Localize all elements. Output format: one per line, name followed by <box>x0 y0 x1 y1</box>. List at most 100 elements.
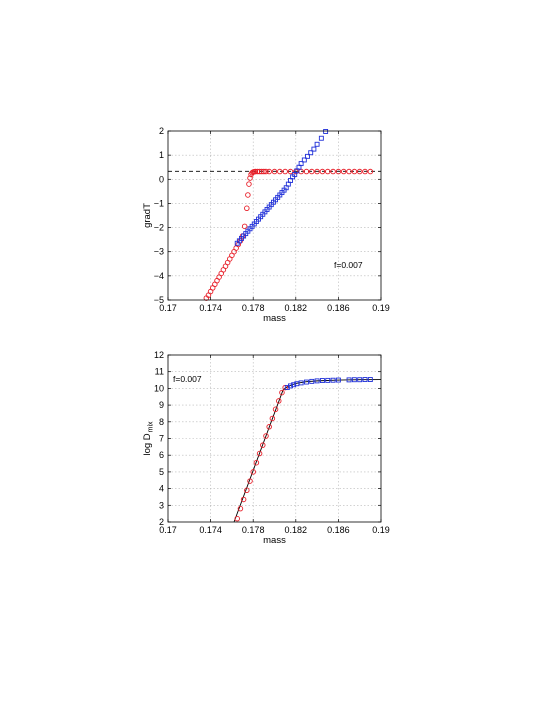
data-point-circle <box>266 168 272 175</box>
data-point-circle <box>356 168 363 175</box>
series-blue-squares <box>234 129 329 246</box>
plot-frame <box>167 130 382 301</box>
gradT-chart: 0.17 0.174 0.178 0.182 0.186 0.19 −5 −4 −3 −2 −1 0 1… <box>142 126 390 324</box>
data-point-square <box>288 383 293 389</box>
data-point-square <box>308 150 314 156</box>
y-axis-label: log Dmix <box>142 421 155 456</box>
y-axis-label: gradT <box>142 203 153 228</box>
data-point-circle <box>335 168 342 175</box>
y-tick-label: −2 <box>154 223 164 233</box>
data-point-circle <box>237 505 244 512</box>
data-point-square <box>357 377 363 383</box>
y-tick-label: 10 <box>154 383 164 393</box>
data-point-square <box>304 379 309 385</box>
series-red-circles <box>203 168 374 301</box>
plot-area <box>168 131 381 300</box>
data-point-circle <box>325 168 331 175</box>
y-tick-label: 5 <box>159 467 164 477</box>
data-point-square <box>319 378 325 384</box>
grid <box>168 355 381 522</box>
data-point-circle <box>256 450 263 457</box>
data-point-circle <box>319 168 326 175</box>
x-tick-label: 0.19 <box>372 525 390 535</box>
grid <box>168 131 381 300</box>
y-tick-label: −3 <box>154 247 164 257</box>
data-point-square <box>318 135 324 141</box>
data-point-circle <box>260 442 266 448</box>
data-point-square <box>309 378 315 384</box>
data-point-circle <box>253 459 260 466</box>
data-point-circle <box>279 389 285 396</box>
data-point-circle <box>241 223 248 230</box>
y-tick-label: 12 <box>154 350 164 360</box>
x-tick-label: 0.17 <box>159 525 177 535</box>
annotation: f=0.007 <box>173 374 202 384</box>
y-tick-label: 0 <box>159 174 164 184</box>
ticks: 0.17 0.174 0.178 0.182 0.186 0.19 2 3 4 5 6 7 8 9 10 11… <box>154 350 390 535</box>
data-point-square <box>314 141 320 147</box>
data-point-square <box>314 378 320 384</box>
data-point-square <box>335 377 341 383</box>
data-point-circle <box>351 168 358 175</box>
ticks: 0.17 0.174 0.178 0.182 0.186 0.19 −5 −4 −3 −2 −1 0 1… <box>154 126 390 313</box>
data-point-circle <box>245 192 251 198</box>
data-point-square <box>298 161 304 167</box>
data-point-circle <box>330 168 336 175</box>
data-point-circle <box>247 478 253 484</box>
data-point-circle <box>263 433 269 439</box>
x-tick-label: 0.182 <box>285 525 308 535</box>
y-tick-label: −5 <box>154 295 164 305</box>
x-tick-label: 0.178 <box>242 303 265 313</box>
x-tick-label: 0.17 <box>159 303 177 313</box>
data-point-circle <box>244 205 250 212</box>
data-point-circle <box>346 168 352 175</box>
y-tick-label: 3 <box>159 500 164 510</box>
y-tick-label: 8 <box>159 417 164 427</box>
data-point-circle <box>309 168 315 175</box>
y-tick-label: −1 <box>154 198 164 208</box>
data-point-circle <box>314 168 320 175</box>
data-point-circle <box>277 168 283 175</box>
data-point-circle <box>244 487 250 494</box>
data-point-square <box>351 377 357 383</box>
y-tick-label: −4 <box>154 271 164 281</box>
y-tick-label: 11 <box>155 367 164 377</box>
data-point-square <box>330 377 336 383</box>
data-point-square <box>325 377 331 383</box>
data-point-circle <box>303 168 310 175</box>
data-point-square <box>367 377 373 382</box>
data-point-circle <box>250 469 256 475</box>
data-point-square <box>346 377 352 383</box>
data-point-square <box>301 157 307 163</box>
data-point-square <box>305 153 310 159</box>
y-tick-label: 4 <box>159 484 164 494</box>
x-tick-label: 0.178 <box>242 525 265 535</box>
log-dmix-chart: 0.17 0.174 0.178 0.182 0.186 0.19 2 3 4 5 6 7 8 9 10 11… <box>142 350 390 546</box>
data-point-circle <box>266 424 272 430</box>
data-point-square <box>323 129 329 134</box>
y-axis-label-sub: mix <box>148 421 155 432</box>
data-point-circle <box>271 168 278 175</box>
annotation: f=0.007 <box>334 260 363 270</box>
data-point-circle <box>247 175 253 181</box>
x-tick-label: 0.174 <box>199 303 222 313</box>
y-tick-label: 7 <box>159 434 164 444</box>
x-tick-label: 0.186 <box>327 303 350 313</box>
y-tick-label: 2 <box>159 517 164 527</box>
data-point-circle <box>269 415 276 422</box>
data-point-square <box>298 380 304 386</box>
data-point-circle <box>282 168 288 175</box>
data-point-square <box>311 146 317 152</box>
x-axis-label: mass <box>263 535 286 546</box>
x-axis-label: mass <box>263 313 286 324</box>
y-tick-label: 2 <box>159 126 164 136</box>
data-point-square <box>362 377 368 382</box>
data-point-circle <box>362 168 368 175</box>
data-point-circle <box>246 181 252 187</box>
data-point-circle <box>234 515 240 522</box>
series-red-circles <box>234 384 288 522</box>
data-point-circle <box>276 398 282 404</box>
data-point-circle <box>272 406 279 413</box>
